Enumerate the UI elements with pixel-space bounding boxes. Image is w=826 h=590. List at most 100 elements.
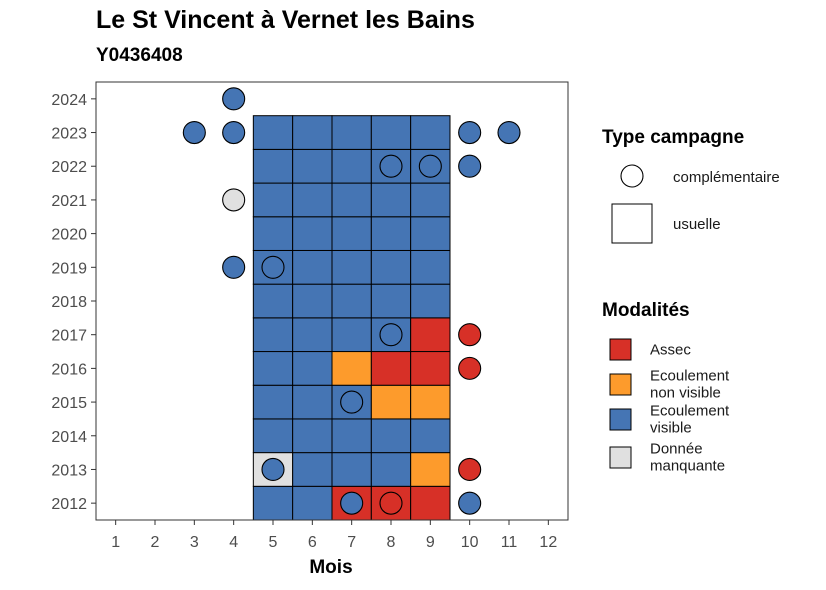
usuelle-cells (252, 115, 451, 521)
legend-label-visible-1: visible (650, 420, 692, 437)
tile-2017-6 (292, 317, 333, 353)
point-2023-10 (458, 120, 482, 145)
chart-subtitle: Y0436408 (96, 45, 183, 66)
tile-2023-8 (370, 115, 412, 150)
point-2013-10 (458, 457, 482, 482)
tile-2016-7 (331, 351, 372, 386)
y-tick-label-2024: 2024 (51, 92, 87, 109)
point-2017-8 (379, 323, 403, 347)
tile-2020-5 (252, 216, 294, 251)
tile-2018-6 (292, 283, 333, 319)
legend-type-title: Type campagne (602, 127, 744, 148)
point-2012-10 (458, 491, 482, 515)
y-tick-label-2015: 2015 (51, 395, 87, 412)
x-tick-label-12: 12 (539, 534, 557, 551)
tile-2021-7 (331, 182, 372, 218)
tile-2015-8 (370, 384, 412, 420)
legend-key-visible (609, 408, 632, 431)
point-2017-10 (458, 323, 482, 347)
x-tick-label-6: 6 (308, 534, 317, 551)
tile-2021-5 (252, 182, 294, 218)
legend-label-nonvisible-1: non visible (650, 385, 721, 402)
point-2024-4 (222, 87, 246, 111)
point-2023-4 (222, 120, 246, 145)
x-tick-label-7: 7 (347, 534, 356, 551)
tile-2014-9 (410, 418, 451, 454)
y-tick-label-2020: 2020 (51, 227, 87, 244)
tile-2022-5 (252, 148, 294, 184)
tile-2022-6 (292, 148, 333, 184)
chart-title: Le St Vincent à Vernet les Bains (96, 6, 475, 34)
tile-2017-9 (410, 317, 451, 353)
tile-2012-5 (252, 485, 294, 521)
x-tick-label-10: 10 (461, 534, 479, 551)
tile-2023-9 (410, 115, 451, 150)
legend-label-nonvisible-0: Ecoulement (650, 368, 730, 385)
point-2013-5 (261, 457, 285, 482)
y-tick-label-2012: 2012 (51, 496, 87, 513)
tile-2018-7 (331, 283, 372, 319)
x-tick-label-3: 3 (190, 534, 199, 551)
legend-label-manquante-0: Donnée (650, 441, 703, 458)
tile-2015-9 (410, 384, 451, 420)
tile-2012-9 (410, 485, 451, 521)
tile-2019-9 (410, 249, 451, 285)
tile-2018-5 (252, 283, 294, 319)
tile-2023-7 (331, 115, 372, 150)
point-2016-10 (458, 356, 482, 380)
tile-2017-7 (331, 317, 372, 353)
legend-label-assec-0: Assec (650, 342, 691, 359)
tile-2022-7 (331, 148, 372, 184)
tile-2019-7 (331, 249, 372, 285)
legend: Type campagne complémentaire usuelle Modali… (602, 127, 780, 475)
tile-2023-5 (252, 115, 294, 150)
legend-label-visible-0: Ecoulement (650, 403, 730, 420)
x-tick-label-8: 8 (387, 534, 396, 551)
x-tick-label-9: 9 (426, 534, 435, 551)
tile-2020-7 (331, 216, 372, 251)
y-axis: 2012 2013 2014 2015 2016 2017 2018 2019 2020 2021… (51, 92, 96, 513)
tile-2016-5 (252, 351, 294, 386)
point-2012-8 (379, 491, 403, 515)
point-2022-10 (458, 154, 482, 178)
point-2023-11 (497, 120, 521, 145)
legend-label-usuelle: usuelle (673, 216, 721, 233)
tile-2021-6 (292, 182, 333, 218)
tile-2016-9 (410, 351, 451, 386)
x-tick-label-1: 1 (111, 534, 120, 551)
legend-label-complementaire: complémentaire (673, 169, 780, 186)
legend-circle-key (620, 164, 644, 188)
tile-2021-8 (370, 182, 412, 218)
tile-2016-8 (370, 351, 412, 386)
y-tick-label-2021: 2021 (51, 193, 87, 210)
y-tick-label-2016: 2016 (51, 361, 87, 378)
y-tick-label-2013: 2013 (51, 462, 87, 479)
point-2019-4 (222, 255, 246, 279)
y-tick-label-2014: 2014 (51, 429, 87, 446)
tile-2013-6 (292, 452, 333, 487)
tile-2016-6 (292, 351, 333, 386)
tile-2020-6 (292, 216, 333, 251)
tile-2015-5 (252, 384, 294, 420)
legend-square-key (611, 203, 653, 244)
legend-key-nonvisible (609, 373, 632, 396)
complementaire-points (182, 87, 521, 515)
tile-2023-6 (292, 115, 333, 150)
y-tick-label-2017: 2017 (51, 328, 87, 345)
y-tick-label-2018: 2018 (51, 294, 87, 311)
tile-2013-7 (331, 452, 372, 487)
y-tick-label-2019: 2019 (51, 260, 87, 277)
point-2019-5 (261, 255, 285, 279)
legend-key-assec (609, 338, 632, 361)
tile-2019-8 (370, 249, 412, 285)
x-tick-label-11: 11 (501, 534, 518, 551)
tile-2017-5 (252, 317, 294, 353)
x-axis-title: Mois (309, 557, 352, 578)
point-2022-9 (418, 154, 442, 178)
tile-2018-8 (370, 283, 412, 319)
x-tick-label-2: 2 (151, 534, 160, 551)
tile-2020-9 (410, 216, 451, 251)
x-tick-label-4: 4 (229, 534, 238, 551)
x-tick-label-5: 5 (269, 534, 278, 551)
